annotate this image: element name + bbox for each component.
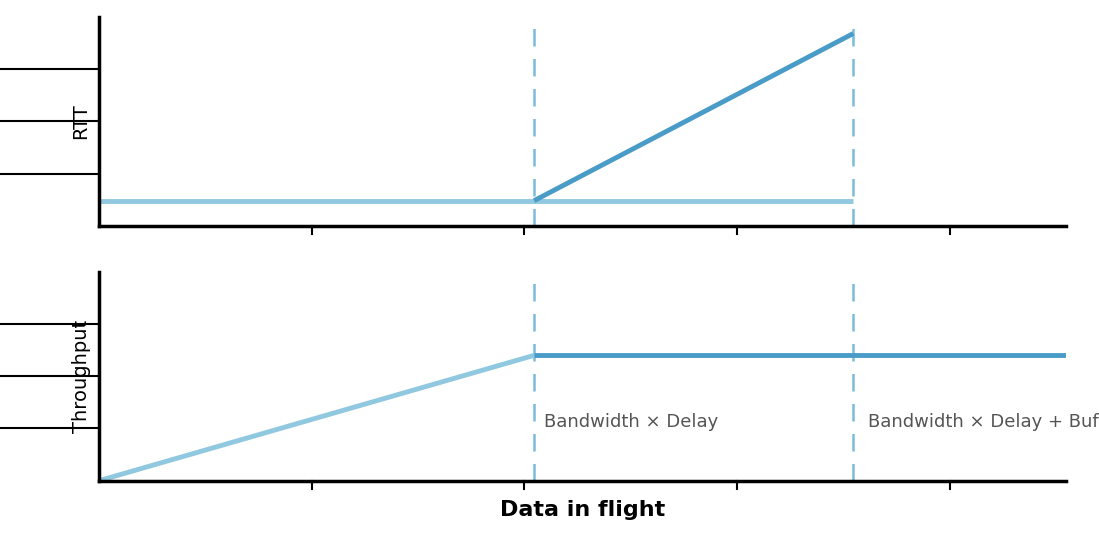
Text: Bandwidth × Delay + Buffer Depth: Bandwidth × Delay + Buffer Depth — [868, 413, 1099, 431]
Y-axis label: RTT: RTT — [71, 103, 90, 139]
Text: Bandwidth × Delay: Bandwidth × Delay — [544, 413, 718, 431]
Y-axis label: Throughput: Throughput — [71, 320, 90, 433]
X-axis label: Data in flight: Data in flight — [500, 500, 665, 520]
